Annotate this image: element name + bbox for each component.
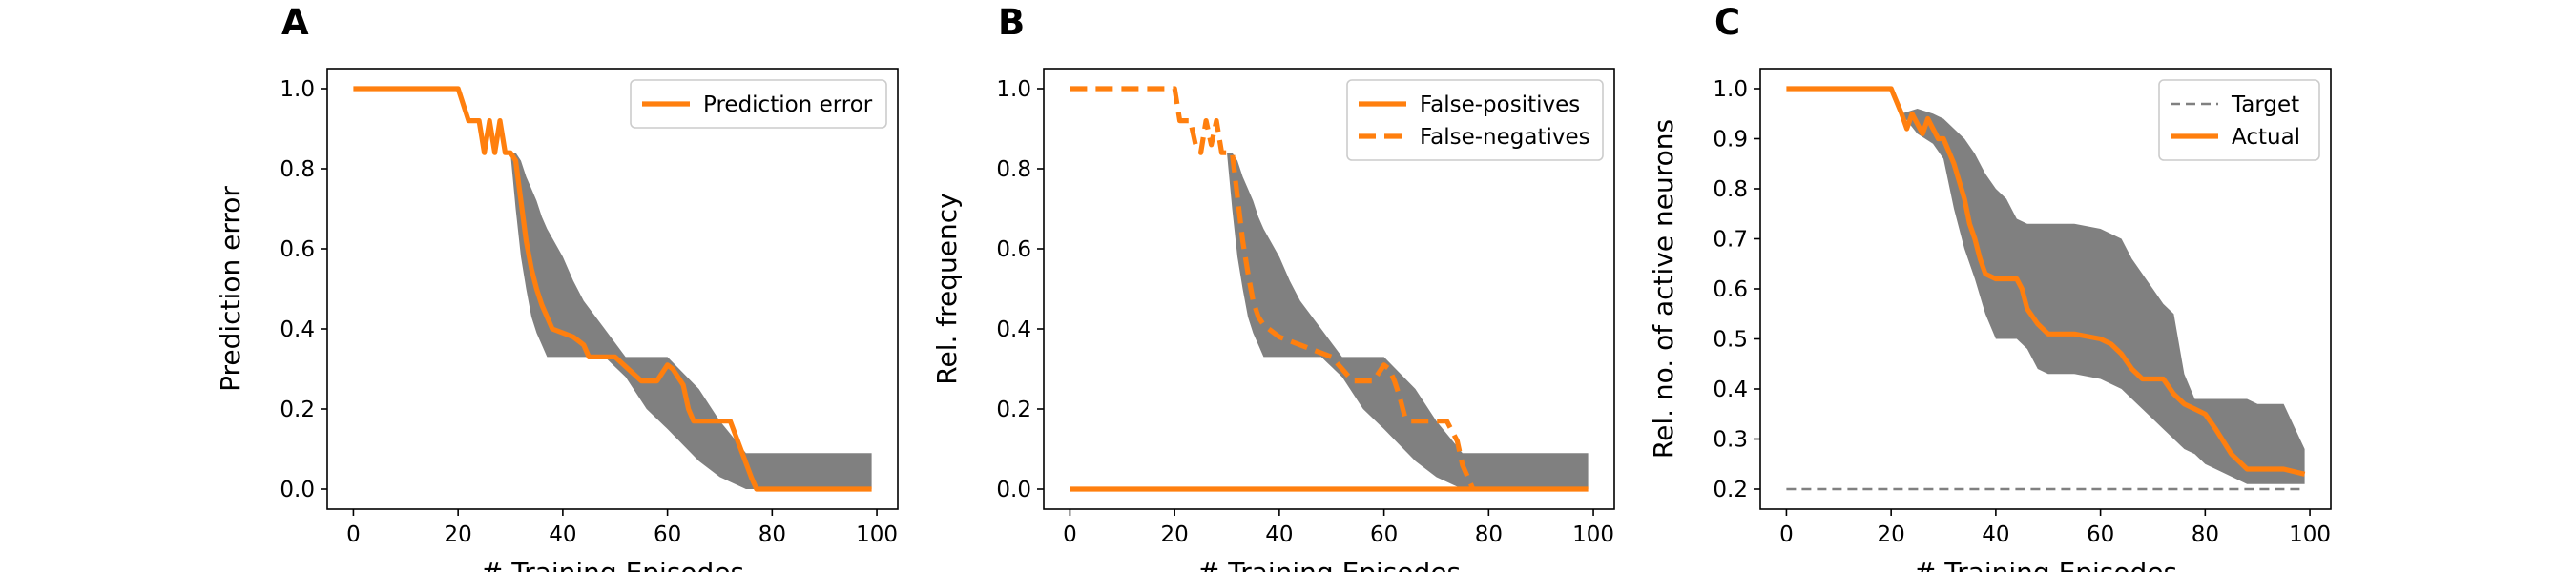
legend-label: False-positives <box>1420 92 1580 117</box>
x-tick-label: 20 <box>445 522 472 547</box>
x-tick-label: 40 <box>1982 522 2009 547</box>
x-tick-label: 100 <box>2289 522 2331 547</box>
variability-band <box>1227 153 1589 489</box>
legend: Target Actual <box>2158 79 2320 161</box>
y-tick-label: 0.8 <box>996 157 1031 182</box>
y-tick-label: 0.3 <box>1713 428 1748 453</box>
y-axis-label: Prediction error <box>215 186 246 392</box>
y-axis-label: Rel. frequency <box>931 193 963 384</box>
x-tick-label: 20 <box>1878 522 1905 547</box>
y-tick-label: 0.6 <box>280 237 315 262</box>
panel-letter: C <box>1714 2 1740 43</box>
y-tick-label: 0.0 <box>996 478 1031 502</box>
legend-label: Target <box>2231 92 2299 117</box>
x-tick-label: 100 <box>1572 522 1614 547</box>
x-tick-label: 80 <box>758 522 786 547</box>
y-tick-label: 0.4 <box>996 317 1031 342</box>
variability-band <box>1891 89 2305 484</box>
series-line-1 <box>1070 86 1476 491</box>
series-line-1 <box>1786 86 2306 477</box>
x-tick-label: 80 <box>2192 522 2219 547</box>
y-tick-label: 0.7 <box>1713 228 1748 253</box>
y-tick-label: 0.4 <box>1713 378 1748 402</box>
x-tick-label: 40 <box>549 522 576 547</box>
x-tick-label: 20 <box>1161 522 1189 547</box>
x-tick-label: 60 <box>2087 522 2114 547</box>
x-tick-label: 0 <box>346 522 361 547</box>
panel-c-chart: C 0 20 40 60 80 100 0.2 0.3 0.4 0.5 0.6 0.7 0.8 0.9 1.0… <box>1648 2 2332 572</box>
y-tick-label: 1.0 <box>280 77 315 102</box>
panel-b-chart: B 0 20 40 60 80 100 0.0 0.2 0.4 0.6 0.8 1.0 # Trainin… <box>931 2 1615 572</box>
x-tick-label: 0 <box>1063 522 1077 547</box>
y-tick-label: 0.8 <box>280 157 315 182</box>
y-tick-label: 0.0 <box>280 478 315 502</box>
variability-band <box>510 153 872 489</box>
y-tick-label: 0.4 <box>280 317 315 342</box>
y-tick-label: 1.0 <box>996 77 1031 102</box>
x-tick-label: 60 <box>1370 522 1398 547</box>
series-line-0 <box>353 86 872 492</box>
legend-box <box>1346 79 1604 161</box>
x-tick-label: 100 <box>856 522 898 547</box>
x-axis-label: # Training Episodes <box>1197 557 1461 572</box>
legend-box <box>2158 79 2320 161</box>
y-tick-label: 0.5 <box>1713 328 1748 353</box>
panel-letter: A <box>281 2 309 43</box>
y-tick-label: 0.6 <box>996 237 1031 262</box>
axes-frame <box>1043 68 1615 510</box>
x-tick-label: 0 <box>1779 522 1794 547</box>
y-tick-label: 0.6 <box>1713 277 1748 302</box>
y-tick-label: 1.0 <box>1713 77 1748 102</box>
panel-letter: B <box>998 2 1025 43</box>
x-tick-label: 80 <box>1475 522 1503 547</box>
y-tick-label: 0.2 <box>996 398 1031 422</box>
y-tick-label: 0.9 <box>1713 128 1748 153</box>
x-tick-label: 60 <box>654 522 681 547</box>
legend: Prediction error <box>630 79 887 129</box>
legend-box <box>630 79 887 129</box>
y-axis-label: Rel. no. of active neurons <box>1648 119 1679 459</box>
y-tick-label: 0.2 <box>280 398 315 422</box>
x-tick-label: 40 <box>1265 522 1293 547</box>
legend-label: Actual <box>2232 125 2300 150</box>
legend: False-positives False-negatives <box>1346 79 1604 161</box>
legend-label: False-negatives <box>1420 125 1590 150</box>
y-tick-label: 0.2 <box>1713 478 1748 502</box>
legend-label: Prediction error <box>703 92 873 117</box>
y-tick-label: 0.8 <box>1713 177 1748 202</box>
x-axis-label: # Training Episodes <box>1914 557 2177 572</box>
panel-a-chart: A 0 20 40 60 80 100 0.0 0.2 0.4 0.6 0.8 1.0 # Trainin… <box>215 2 899 572</box>
x-axis-label: # Training Episodes <box>481 557 744 572</box>
axes-frame <box>326 68 899 510</box>
